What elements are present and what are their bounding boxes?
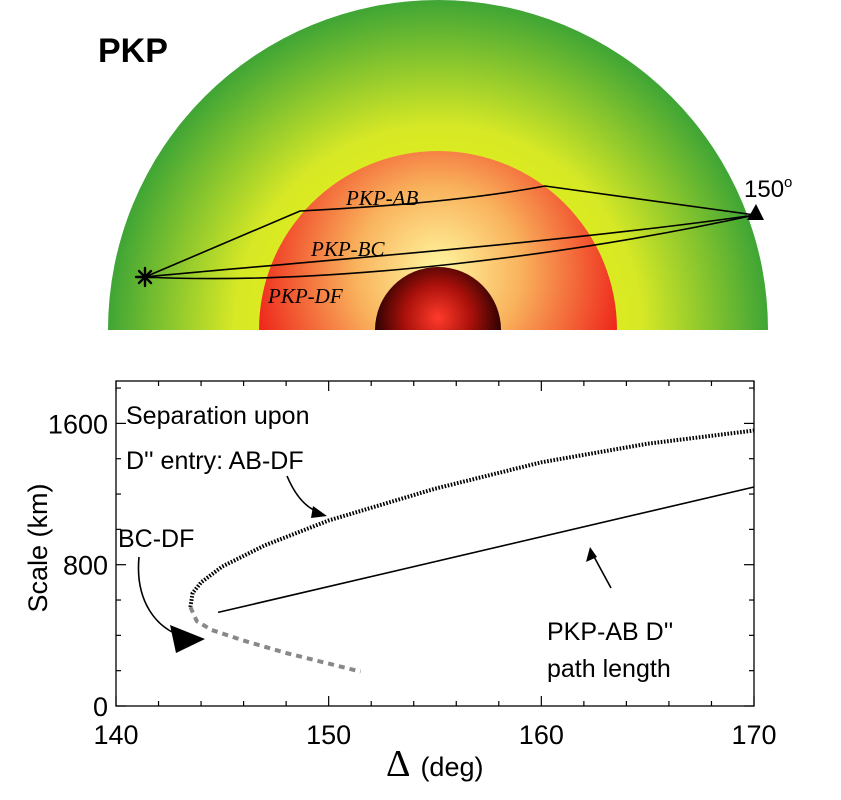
y-tick-label: 800 [63, 551, 108, 581]
annotation-path-line1: PKP-AB D'' [547, 618, 673, 646]
arrowhead-ab-df [311, 506, 327, 518]
ray-path-ab [144, 185, 756, 278]
tick-labels: 140 150 160 170 0 800 1600 [48, 409, 777, 750]
ray-label-df: PKP-DF [267, 284, 343, 308]
annotation-bc-df: BC-DF [118, 525, 194, 553]
y-tick-label: 1600 [48, 409, 108, 439]
degree-mark: o [784, 174, 792, 191]
receiver-triangle-icon [747, 204, 764, 220]
panel-title: PKP [98, 32, 168, 70]
annotation-ab-df-line2: D'' entry: AB-DF [126, 447, 304, 475]
series-line-2 [188, 606, 362, 674]
source-star-icon [134, 266, 156, 288]
x-tick-label: 140 [93, 720, 138, 750]
arrow-path-length [591, 552, 612, 589]
x-axis-label: Δ (deg) [386, 743, 483, 785]
annotation-path-line2: path length [547, 655, 671, 683]
series-line-1 [188, 428, 755, 608]
x-tick-label: 170 [731, 720, 776, 750]
series-line-3 [217, 486, 755, 614]
x-axis-symbol: Δ [386, 743, 410, 785]
ray-label-bc: PKP-BC [310, 237, 385, 261]
inner-core [375, 267, 501, 330]
x-tick-label: 160 [519, 720, 564, 750]
ray-path-bc [144, 214, 756, 278]
arrow-bc-df [137, 556, 189, 639]
ray-path-df [144, 214, 756, 280]
annotation-arrows [137, 475, 612, 639]
receiver-distance-label: 150o [744, 174, 792, 203]
outer-core [259, 151, 617, 330]
plot-frame [115, 380, 755, 707]
chart: 140 150 160 170 0 800 1600 Scale (km) Δ (deg) S… [23, 380, 777, 785]
ray-label-ab: PKP-AB [345, 186, 418, 210]
y-axis-label: Scale (km) [23, 483, 53, 612]
ray-paths [144, 185, 756, 280]
receiver-distance-value: 150 [744, 176, 784, 203]
arrowhead-path-length [586, 547, 597, 562]
series-group [188, 428, 755, 674]
arrowhead-bc-df [170, 625, 205, 653]
y-tick-label: 0 [93, 692, 108, 722]
x-tick-label: 150 [306, 720, 351, 750]
axis-ticks [115, 381, 755, 707]
x-axis-unit: (deg) [420, 752, 483, 782]
annotation-ab-df-line1: Separation upon [126, 402, 309, 430]
earth-cross-section [108, 0, 768, 330]
